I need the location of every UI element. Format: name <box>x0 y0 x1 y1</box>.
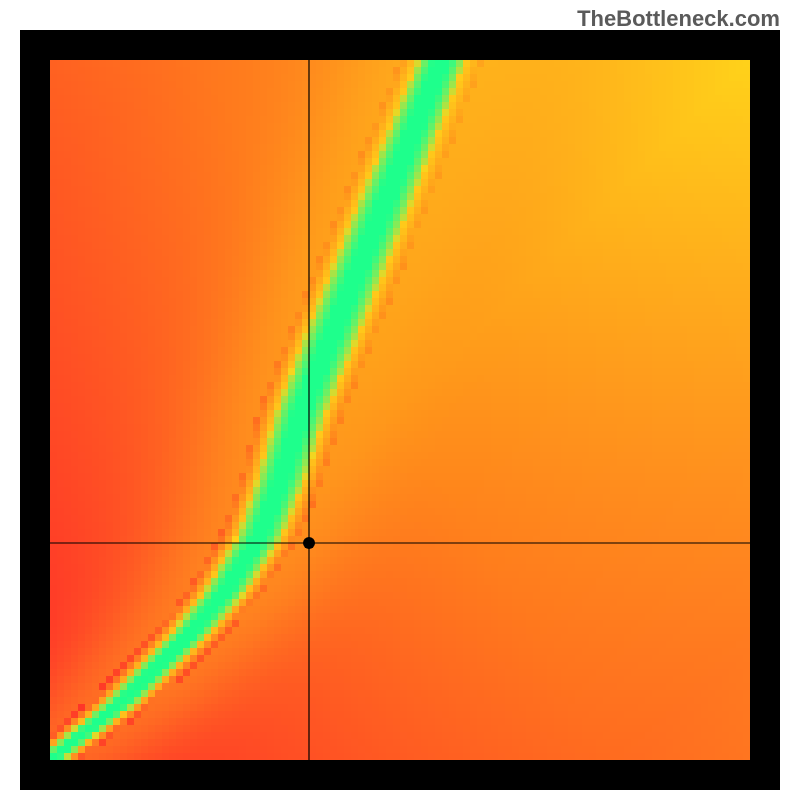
watermark-text: TheBottleneck.com <box>577 6 780 32</box>
crosshair-overlay <box>50 60 750 760</box>
